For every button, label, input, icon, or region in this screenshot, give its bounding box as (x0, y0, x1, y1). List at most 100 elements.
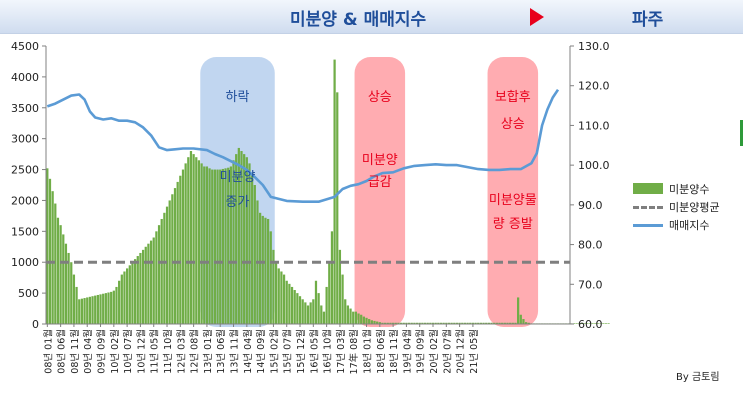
bar (285, 280, 288, 324)
bar (386, 322, 389, 324)
bar (474, 322, 477, 324)
bar (447, 322, 451, 324)
bar (341, 274, 344, 324)
bar (596, 323, 600, 324)
bar (195, 157, 198, 324)
bar (102, 293, 105, 324)
bar (139, 252, 142, 324)
bar (522, 319, 525, 324)
x-tick-label: 14년 04월 (242, 329, 254, 374)
x-tick-label: 11년 05월 (149, 329, 161, 374)
bar (490, 322, 493, 324)
x-tick-label: 15년 12월 (295, 329, 307, 374)
legend-label-index: 매매지수 (669, 219, 710, 232)
bar (298, 296, 302, 324)
bar (245, 157, 248, 324)
bar (384, 322, 387, 324)
bar (453, 322, 456, 324)
bar (48, 178, 52, 324)
bar (264, 217, 267, 324)
x-tick-label: 19년 09월 (415, 329, 427, 374)
x-tick-label: 21년 05월 (468, 329, 480, 374)
right-tick-label: 80.0 (578, 239, 603, 252)
bar (293, 290, 296, 324)
bar (381, 322, 384, 324)
bar (503, 322, 506, 324)
bar (115, 286, 118, 324)
bar (168, 200, 171, 324)
bar (155, 231, 158, 324)
bar (391, 322, 395, 324)
bar (110, 291, 113, 324)
bar (288, 283, 291, 324)
bar (415, 322, 419, 324)
right-tick-label: 100.0 (578, 159, 610, 172)
bar (136, 256, 139, 324)
bar (280, 271, 283, 324)
bar (67, 252, 70, 324)
bar (442, 322, 445, 324)
bar (602, 323, 605, 324)
bar (437, 322, 440, 324)
bar (402, 322, 405, 324)
bar (354, 311, 357, 324)
bar (333, 59, 336, 324)
bar (405, 322, 408, 324)
bar (192, 154, 195, 324)
bar (229, 166, 232, 324)
bar (274, 262, 278, 324)
bar (304, 302, 307, 324)
x-tick-label: 08년 01월 (42, 329, 54, 374)
bar (407, 322, 411, 324)
bar (519, 314, 522, 324)
bar (439, 322, 443, 324)
bar (160, 218, 163, 324)
bar (51, 191, 54, 324)
left-tick-label: 1500 (11, 225, 39, 238)
bar (423, 322, 427, 324)
bar (360, 314, 363, 324)
bar (64, 243, 68, 324)
bar (325, 286, 328, 324)
left-tick-label: 2500 (11, 164, 39, 177)
x-tick-label: 15년 07월 (282, 329, 294, 374)
bar (588, 323, 592, 324)
bar (144, 246, 147, 324)
bar (243, 154, 246, 324)
bar (213, 169, 217, 324)
x-tick-label: 18년 06월 (375, 329, 387, 374)
bar (434, 322, 437, 324)
bar (368, 319, 371, 324)
x-tick-label: 18년 11월 (388, 329, 400, 374)
bar (426, 322, 429, 324)
x-tick-label: 19년 04월 (401, 329, 413, 374)
bar (514, 322, 517, 324)
annotation-label: 보합후 (495, 90, 531, 105)
bar (99, 294, 102, 324)
x-tick-label: 15년 02월 (268, 329, 280, 374)
bar (455, 322, 459, 324)
bar (126, 268, 129, 324)
bar (517, 297, 520, 324)
x-tick-label: 17년 03월 (335, 329, 347, 374)
x-tick-label: 14년 09월 (255, 329, 267, 374)
bar (501, 322, 504, 324)
annotation-box-2 (487, 57, 539, 327)
bar (328, 262, 331, 324)
bar (463, 322, 467, 324)
x-tick-label: 09년 09월 (96, 329, 108, 374)
bar (205, 166, 209, 324)
bar (594, 323, 597, 324)
bar (604, 323, 608, 324)
bar (362, 316, 365, 324)
bar (147, 243, 150, 324)
annotation-label: 미분양 (220, 170, 256, 185)
bar (72, 274, 76, 324)
bar (450, 322, 453, 324)
left-tick-label: 1000 (11, 256, 39, 269)
bar (336, 92, 339, 324)
bar (165, 206, 169, 324)
annotation-label: 하락 (226, 90, 250, 105)
bar (173, 188, 177, 324)
bar (389, 322, 392, 324)
